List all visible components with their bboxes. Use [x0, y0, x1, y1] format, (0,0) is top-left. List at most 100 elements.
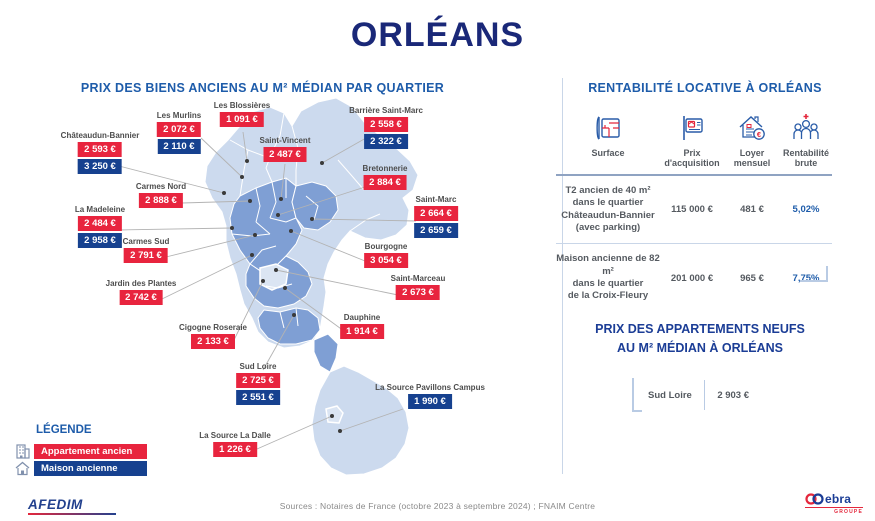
house-euro-icon: €	[739, 116, 765, 140]
quarter-label-dauphine: Dauphine 1 914 €	[340, 313, 384, 339]
map-leader-lines	[118, 131, 417, 450]
cebra-logo-text: ebra	[825, 492, 852, 506]
legend-house-chip: Maison ancienne	[34, 461, 147, 476]
column-label-price: Prix d'acquisition	[664, 148, 720, 168]
quarter-label-saint-vincent: Saint-Vincent 2 487 €	[260, 136, 310, 162]
quarter-label-jardin-des-plantes: Jardin des Plantes 2 742 €	[105, 279, 177, 305]
quarter-name: La Source Pavillons Campus	[375, 383, 485, 392]
quarter-dot-ch-teaudun-bannier	[222, 191, 226, 195]
orleans-quarters-map	[118, 97, 419, 476]
cell-yield: 5,02%	[792, 204, 820, 216]
column-label-surface: Surface	[591, 148, 625, 158]
quarter-label-barri-re-saint-marc: Barrière Saint-Marc 2 558 € 2 322 €	[349, 106, 423, 149]
cebra-logo-subtext: GROUPE	[805, 507, 863, 515]
apartment-building-icon	[16, 444, 30, 459]
column-label-rent: Loyer mensuel	[733, 148, 771, 168]
quarter-dot-la-source-pavillons-campus	[338, 429, 342, 433]
quarter-dot-barri-re-saint-marc	[320, 161, 324, 165]
quarter-label-bretonnerie: Bretonnerie 2 884 €	[362, 164, 408, 190]
map-region-la-dalle	[325, 405, 344, 424]
house-price-tag: 2 659 €	[414, 223, 458, 238]
floorplan-icon	[596, 116, 620, 140]
house-icon	[15, 461, 30, 476]
cell-yield: 7,75%	[792, 272, 820, 284]
apartment-price-tag: 2 742 €	[119, 290, 163, 305]
yield-figures-icon	[793, 114, 819, 139]
apartment-price-tag: 2 791 €	[124, 248, 168, 263]
quarter-name: Carmes Sud	[122, 237, 170, 246]
rentability-header-labels: Surface Prix d'acquisition Loyer mensuel…	[556, 144, 832, 174]
apartment-price-tag: 2 484 €	[78, 216, 122, 231]
legend-title: LÉGENDE	[36, 424, 92, 436]
house-price-tag: 2 322 €	[364, 134, 408, 149]
vertical-divider	[562, 78, 563, 474]
apartment-price-tag: 2 558 €	[364, 117, 408, 132]
quarter-name: Barrière Saint-Marc	[349, 106, 423, 115]
quarter-label-carmes-nord: Carmes Nord 2 888 €	[136, 182, 186, 208]
quarter-label-saint-marceau: Saint-Marceau 2 673 €	[390, 274, 446, 300]
quarter-name: Saint-Marceau	[390, 274, 446, 283]
quarter-name: Cigogne Roseraie	[178, 323, 248, 332]
cell-rent: 481 €	[740, 204, 764, 216]
quarter-label-sud-loire: Sud Loire 2 725 € 2 551 €	[236, 362, 280, 405]
quarter-label-ch-teaudun-bannier: Châteaudun-Bannier 2 593 € 3 250 €	[60, 131, 140, 174]
quarter-label-saint-marc: Saint-Marc 2 664 € 2 659 €	[414, 195, 458, 238]
legend: LÉGENDE Appartement ancien Maison ancien…	[14, 424, 147, 476]
quarter-dot-cigogne-roseraie	[261, 279, 265, 283]
map-quarter-dots	[222, 159, 342, 433]
quarter-name: Bretonnerie	[362, 164, 408, 173]
quarter-name: Les Murlins	[156, 111, 202, 120]
sources-note: Sources : Notaires de France (octobre 20…	[279, 501, 596, 511]
page-title: ORLÉANS	[350, 16, 525, 54]
rentability-header-icons: €	[556, 108, 832, 144]
apartment-price-tag: 2 593 €	[78, 142, 122, 157]
afedim-logo-text: AFEDIM	[28, 497, 83, 512]
house-price-tag: 2 551 €	[236, 390, 280, 405]
table-row: Maison ancienne de 82 m² dans le quartie…	[556, 243, 832, 311]
quarter-name: Dauphine	[343, 313, 381, 322]
quarter-dot-saint-marc	[310, 217, 314, 221]
quarter-name: Les Blossières	[213, 101, 271, 110]
cebra-logo: ebra GROUPE	[805, 492, 863, 515]
apartment-price-tag: 1 091 €	[220, 112, 264, 127]
rentability-section-title: RENTABILITÉ LOCATIVE À ORLÉANS	[588, 81, 822, 95]
quarter-name: Châteaudun-Bannier	[60, 131, 140, 140]
legend-row-house: Maison ancienne	[14, 461, 147, 476]
table-header-rule	[556, 174, 832, 176]
quarter-label-bourgogne: Bourgogne 3 054 €	[364, 242, 408, 268]
quarter-dot-la-madeleine	[230, 226, 234, 230]
quarter-label-la-madeleine: La Madeleine 2 484 € 2 958 €	[75, 205, 125, 248]
quarter-dot-sud-loire	[292, 313, 296, 317]
quarter-dot-saint-marceau	[274, 268, 278, 272]
value-divider	[703, 380, 706, 410]
quarter-dot-jardin-des-plantes	[250, 253, 254, 257]
quarter-dot-les-murlins	[240, 175, 244, 179]
new-apartments-title: PRIX DES APPARTEMENTS NEUFS AU M² MÉDIAN…	[595, 322, 805, 355]
apartment-price-tag: 3 054 €	[364, 253, 408, 268]
new-apartments-section: PRIX DES APPARTEMENTS NEUFS AU M² MÉDIAN…	[560, 320, 840, 358]
quarter-name: Carmes Nord	[135, 182, 187, 191]
apartment-price-tag: 2 133 €	[191, 334, 235, 349]
house-price-tag: 3 250 €	[78, 159, 122, 174]
quarter-dot-carmes-nord	[248, 199, 252, 203]
svg-text:€: €	[757, 130, 762, 139]
quarter-label-les-blossi-res: Les Blossières 1 091 €	[214, 101, 270, 127]
apartment-price-tag: 1 914 €	[340, 324, 384, 339]
quarter-name: Jardin des Plantes	[105, 279, 177, 288]
quarter-dot-dauphine	[283, 286, 287, 290]
apartment-price-tag: 2 888 €	[139, 193, 183, 208]
table-row: T2 ancien de 40 m² dans le quartier Chât…	[556, 176, 832, 243]
cell-price: 201 000 €	[670, 272, 714, 284]
quarter-name: La Madeleine	[74, 205, 126, 214]
cell-rent: 965 €	[740, 272, 764, 284]
cell-price: 115 000 €	[671, 204, 713, 216]
house-price-tag: 2 110 €	[157, 139, 201, 154]
apartment-price-tag: 2 664 €	[414, 206, 458, 221]
quarter-name: La Source La Dalle	[199, 431, 271, 440]
new-apartments-area: Sud Loire	[648, 389, 692, 401]
quarter-name: Saint-Marc	[415, 195, 457, 204]
legend-row-apartment: Appartement ancien	[14, 444, 147, 459]
map-region-east	[291, 181, 339, 231]
quarter-dot-la-source-la-dalle	[330, 414, 334, 418]
